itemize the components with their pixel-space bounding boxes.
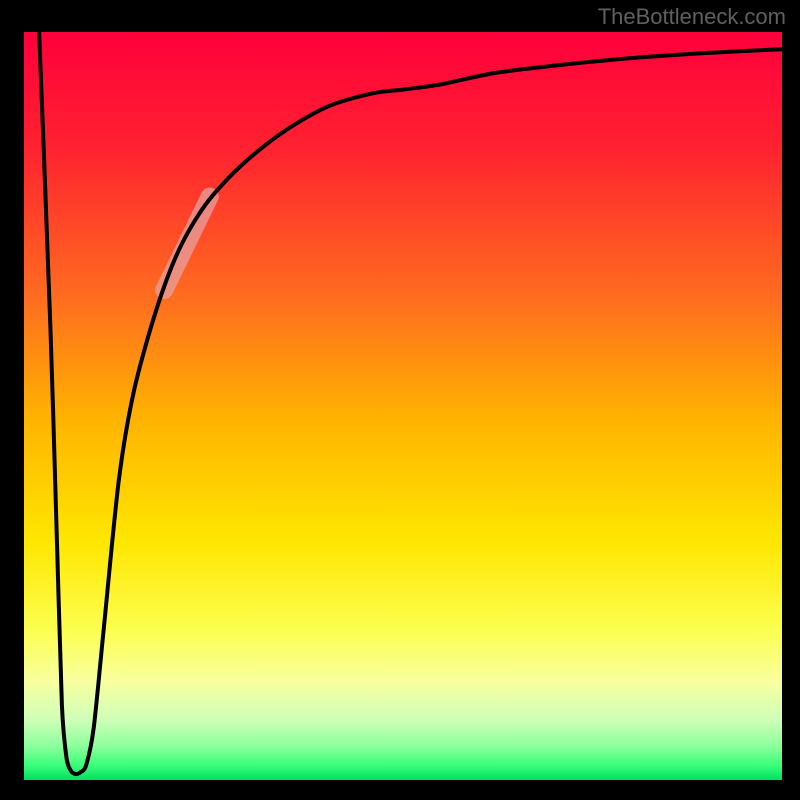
bottleneck-chart	[0, 0, 800, 800]
plot-area	[24, 32, 782, 780]
chart-svg	[0, 0, 800, 800]
watermark-text: TheBottleneck.com	[598, 4, 786, 30]
